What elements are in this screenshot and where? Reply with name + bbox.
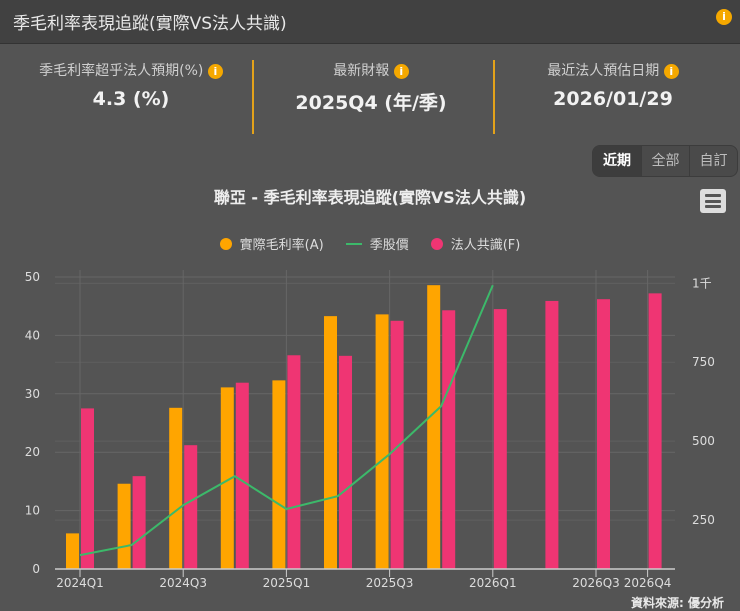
- actual-bar: [117, 483, 131, 569]
- consensus-bar: [339, 355, 352, 569]
- legend-label: 季股價: [369, 238, 409, 253]
- actual-bar: [169, 407, 183, 569]
- divider: [252, 60, 254, 134]
- price-line: [79, 284, 494, 557]
- range-custom-button[interactable]: 自訂: [689, 146, 737, 176]
- y-left-tick-label: 10: [25, 504, 40, 518]
- stat-label: 最近法人預估日期: [547, 63, 660, 79]
- legend-item-consensus[interactable]: 法人共識(F): [430, 234, 521, 253]
- y-left-tick-label: 30: [25, 387, 40, 401]
- consensus-bar: [184, 445, 198, 569]
- stat-latest-estimate-date: 最近法人預估日期 i 2026/01/29: [490, 60, 736, 110]
- legend-dot: [430, 237, 443, 250]
- actual-bar: [324, 316, 337, 569]
- actual-bar: [375, 314, 389, 569]
- range-all-button[interactable]: 全部: [641, 146, 689, 176]
- consensus-bar: [287, 355, 301, 569]
- stat-latest-report: 最新財報 i 2025Q4 (年/季): [248, 60, 494, 115]
- actual-bar: [220, 387, 234, 569]
- x-tick-label: 2025Q1: [263, 576, 311, 590]
- info-icon[interactable]: i: [716, 9, 732, 25]
- consensus-bar: [493, 309, 507, 569]
- y-right-tick-label: 500: [692, 434, 715, 448]
- legend-dot: [219, 237, 232, 250]
- y-right-tick-label: 250: [692, 513, 715, 527]
- x-tick-label: 2024Q3: [159, 576, 207, 590]
- panel-header: 季毛利率表現追蹤(實際VS法人共識) i: [0, 0, 740, 44]
- chart-legend: 實際毛利率(A) 季股價 法人共識(F): [0, 234, 740, 253]
- range-selector: 近期 全部 自訂: [592, 145, 738, 177]
- chart-plot: 0 10 20 30 40 50 250 500 750 1千 2024Q1 2024Q3 2025Q1…: [25, 270, 715, 590]
- legend-item-actual[interactable]: 實際毛利率(A): [219, 234, 324, 253]
- consensus-bar: [597, 299, 610, 569]
- stat-value: 2025Q4 (年/季): [295, 92, 447, 114]
- stat-gross-margin-beat: 季毛利率超乎法人預期(%) i 4.3 (%): [8, 60, 254, 110]
- y-left-tick-label: 50: [25, 270, 40, 284]
- x-tick-label: 2025Q3: [366, 576, 414, 590]
- stat-label: 季毛利率超乎法人預期(%): [39, 63, 204, 79]
- stat-label: 最新財報: [333, 63, 390, 79]
- x-tick-label: 2024Q1: [56, 576, 104, 590]
- y-right-tick-label: 750: [692, 355, 715, 369]
- data-source: 資料來源: 優分析: [631, 596, 724, 610]
- consensus-bar: [390, 320, 404, 569]
- chart-menu-icon[interactable]: [700, 189, 726, 213]
- consensus-bar: [442, 310, 456, 569]
- x-tick-label: 2026Q3: [572, 576, 620, 590]
- range-recent-button[interactable]: 近期: [593, 146, 641, 176]
- actual-bar: [272, 380, 286, 569]
- consensus-bar: [132, 476, 146, 569]
- y-left-tick-label: 0: [32, 562, 40, 576]
- legend-label: 實際毛利率(A): [239, 238, 324, 253]
- y-left-tick-label: 20: [25, 445, 40, 459]
- consensus-bar: [545, 300, 559, 569]
- x-tick-label: 2026Q1: [469, 576, 517, 590]
- legend-item-price[interactable]: 季股價: [345, 234, 409, 253]
- info-icon[interactable]: i: [663, 63, 679, 79]
- panel-title: 季毛利率表現追蹤(實際VS法人共識): [13, 14, 287, 34]
- chart-title: 聯亞 - 季毛利率表現追蹤(實際VS法人共識): [213, 188, 527, 207]
- consensus-bar: [235, 382, 249, 569]
- actual-bar: [427, 285, 441, 569]
- consensus-bar: [81, 408, 94, 569]
- stat-value: 4.3 (%): [92, 88, 170, 110]
- y-right-tick-label: 1千: [692, 276, 712, 290]
- consensus-bar: [648, 293, 662, 569]
- actual-bar: [66, 533, 79, 569]
- legend-label: 法人共識(F): [450, 238, 521, 253]
- y-left-tick-label: 40: [25, 328, 40, 342]
- stat-value: 2026/01/29: [553, 88, 673, 110]
- x-tick-label: 2026Q4: [624, 576, 672, 590]
- legend-line: [345, 242, 362, 245]
- info-icon[interactable]: i: [393, 63, 409, 79]
- info-icon[interactable]: i: [207, 63, 223, 79]
- divider: [493, 60, 495, 134]
